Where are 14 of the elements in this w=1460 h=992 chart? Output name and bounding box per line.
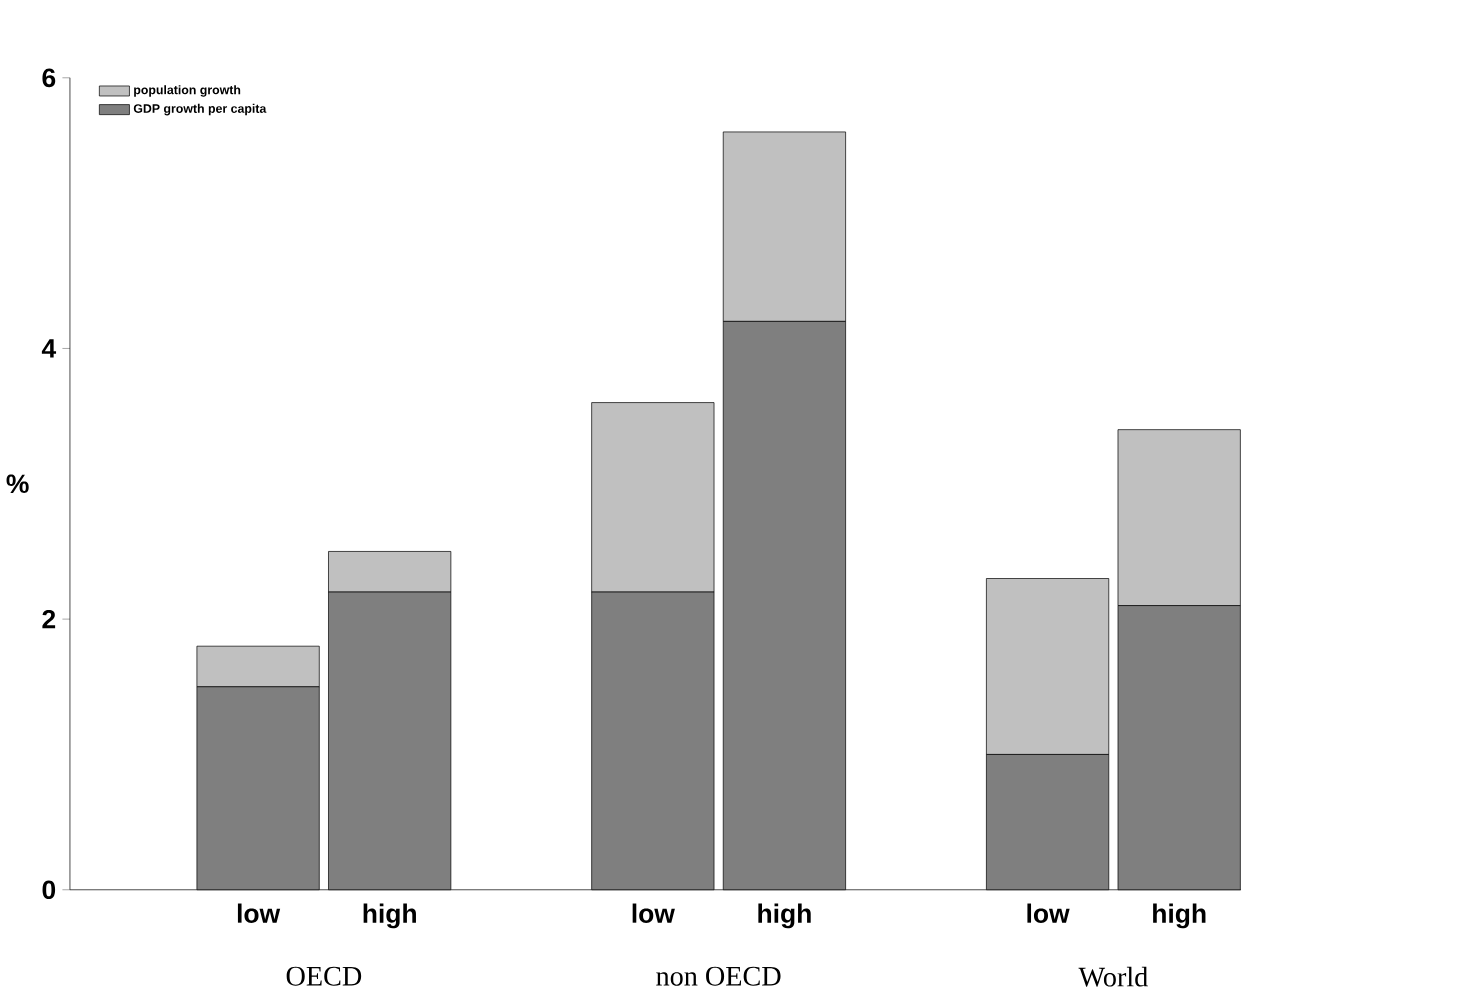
y-tick-label: 6 xyxy=(42,68,56,87)
text: World xyxy=(1078,966,1148,987)
y-tick-label: 0 xyxy=(42,880,56,899)
x-tick-label: high xyxy=(363,903,416,928)
text: OECD xyxy=(286,966,362,986)
x-tick-label: low xyxy=(1027,903,1070,923)
x-tick-label: high xyxy=(1153,903,1206,928)
x-tick-label: high xyxy=(758,903,811,928)
x-tick-label: low xyxy=(237,903,281,923)
y-tick-label: 2 xyxy=(42,609,56,629)
y-tick-label: 4 xyxy=(41,339,57,358)
text: non OECD xyxy=(656,966,781,986)
y-axis-title: % xyxy=(6,474,29,493)
x-tick-label: low xyxy=(632,903,675,923)
